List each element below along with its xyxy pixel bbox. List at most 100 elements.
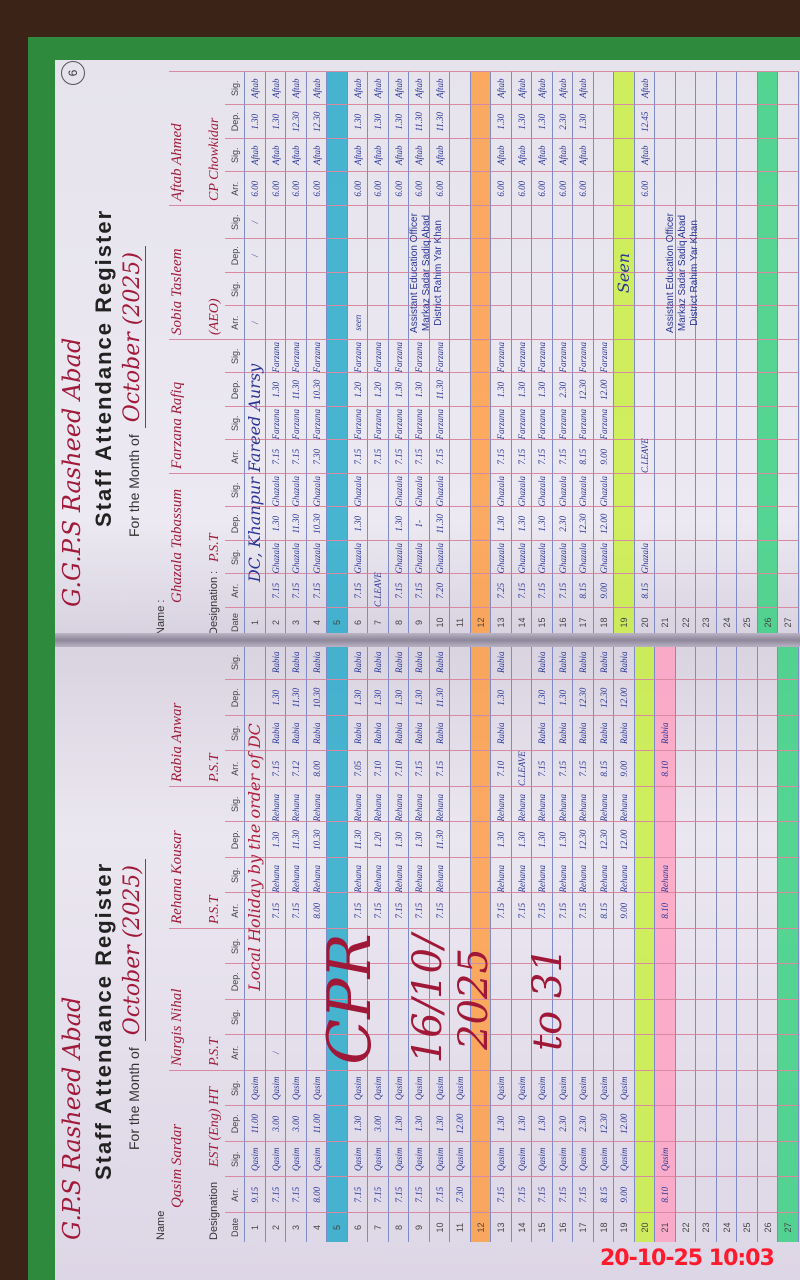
attendance-cell xyxy=(614,339,635,373)
attendance-cell xyxy=(265,205,286,239)
attendance-cell: Ghazala xyxy=(409,540,430,574)
attendance-cell: 2.30 xyxy=(573,1105,594,1141)
attendance-cell xyxy=(737,205,758,239)
column-header-sig: Sig. xyxy=(225,205,245,239)
attendance-cell xyxy=(655,786,676,822)
date-cell: 22 xyxy=(675,1212,696,1242)
attendance-cell xyxy=(696,540,717,574)
attendance-cell: Rehana xyxy=(552,857,573,893)
date-cell: 5 xyxy=(327,1212,348,1242)
attendance-cell xyxy=(737,138,758,172)
attendance-cell xyxy=(737,1105,758,1141)
attendance-cell: 1.30 xyxy=(511,104,532,138)
attendance-cell xyxy=(757,1176,778,1212)
attendance-cell xyxy=(491,305,512,339)
date-cell: 20 xyxy=(634,1212,655,1242)
date-cell: 6 xyxy=(347,1212,368,1242)
attendance-cell xyxy=(675,573,696,607)
attendance-cell: 7.15 xyxy=(368,439,389,473)
attendance-cell xyxy=(327,138,348,172)
attendance-cell xyxy=(757,205,778,239)
attendance-cell: 12.00 xyxy=(614,821,635,857)
attendance-cell: Rabia xyxy=(409,644,430,680)
attendance-cell: 8.00 xyxy=(306,1176,327,1212)
attendance-cell: 7.15 xyxy=(388,892,409,928)
attendance-cell: Farzana xyxy=(552,339,573,373)
attendance-cell xyxy=(716,406,737,440)
attendance-cell xyxy=(614,104,635,138)
attendance-cell: 1.30 xyxy=(265,679,286,715)
attendance-cell: Farzana xyxy=(388,339,409,373)
attendance-cell: 7.15 xyxy=(265,573,286,607)
attendance-cell: 7.15 xyxy=(388,439,409,473)
attendance-cell xyxy=(696,171,717,205)
attendance-cell: 8.15 xyxy=(593,1176,614,1212)
attendance-cell xyxy=(778,372,799,406)
attendance-cell: 10.30 xyxy=(306,821,327,857)
attendance-cell xyxy=(532,205,553,239)
attendance-cell: Rabia xyxy=(388,644,409,680)
attendance-cell xyxy=(634,786,655,822)
attendance-cell xyxy=(757,1070,778,1106)
attendance-cell xyxy=(368,305,389,339)
attendance-cell: 3.00 xyxy=(265,1105,286,1141)
attendance-cell: 7.15 xyxy=(511,892,532,928)
attendance-cell xyxy=(470,573,491,607)
attendance-cell: 1.30 xyxy=(265,104,286,138)
attendance-cell xyxy=(737,928,758,964)
attendance-cell: Ghazala xyxy=(532,540,553,574)
attendance-cell xyxy=(675,439,696,473)
date-cell: 9 xyxy=(409,1212,430,1242)
attendance-cell xyxy=(675,892,696,928)
attendance-cell: Aftab xyxy=(368,138,389,172)
attendance-cell: Rehana xyxy=(286,786,307,822)
attendance-cell xyxy=(511,644,532,680)
attendance-cell xyxy=(634,272,655,306)
attendance-cell xyxy=(327,104,348,138)
attendance-cell: Qasim xyxy=(245,1141,266,1177)
attendance-cell: 11.30 xyxy=(429,821,450,857)
attendance-cell xyxy=(306,205,327,239)
attendance-cell: Qasim xyxy=(347,1070,368,1106)
attendance-cell xyxy=(716,1141,737,1177)
attendance-cell xyxy=(470,439,491,473)
attendance-cell: Qasim xyxy=(409,1141,430,1177)
attendance-cell: Aftab xyxy=(368,71,389,105)
attendance-cell xyxy=(593,272,614,306)
attendance-cell: Qasim xyxy=(552,1141,573,1177)
attendance-cell: Ghazala xyxy=(429,540,450,574)
attendance-cell xyxy=(778,786,799,822)
attendance-cell xyxy=(470,138,491,172)
attendance-cell xyxy=(716,1070,737,1106)
column-header-dep: Dep. xyxy=(225,1105,245,1141)
attendance-cell xyxy=(696,439,717,473)
attendance-cell: Qasim xyxy=(491,1141,512,1177)
column-header-dep: Dep. xyxy=(225,679,245,715)
attendance-cell xyxy=(675,1070,696,1106)
attendance-cell xyxy=(675,644,696,680)
attendance-cell: 1.30 xyxy=(409,372,430,406)
staff-name: Qasim Sardar xyxy=(169,1123,185,1208)
attendance-cell: Rehana xyxy=(614,857,635,893)
attendance-cell xyxy=(716,238,737,272)
attendance-cell xyxy=(757,238,778,272)
attendance-cell: 1.20 xyxy=(368,372,389,406)
attendance-cell: Rehana xyxy=(429,786,450,822)
attendance-cell: Farzana xyxy=(511,339,532,373)
attendance-cell: 1.30 xyxy=(347,1105,368,1141)
attendance-cell: Rabia xyxy=(614,644,635,680)
attendance-cell xyxy=(675,1105,696,1141)
attendance-cell xyxy=(737,104,758,138)
attendance-cell: Qasim xyxy=(429,1141,450,1177)
attendance-cell xyxy=(368,473,389,507)
attendance-cell: 10.30 xyxy=(306,679,327,715)
attendance-cell: Farzana xyxy=(429,406,450,440)
attendance-cell xyxy=(450,540,471,574)
attendance-cell: Rehana xyxy=(552,786,573,822)
attendance-cell xyxy=(716,1034,737,1070)
attendance-cell: Qasim xyxy=(511,1141,532,1177)
attendance-cell: Qasim xyxy=(388,1070,409,1106)
attendance-cell: Rabia xyxy=(286,715,307,751)
attendance-cell xyxy=(470,1141,491,1177)
date-cell: 7 xyxy=(368,1212,389,1242)
